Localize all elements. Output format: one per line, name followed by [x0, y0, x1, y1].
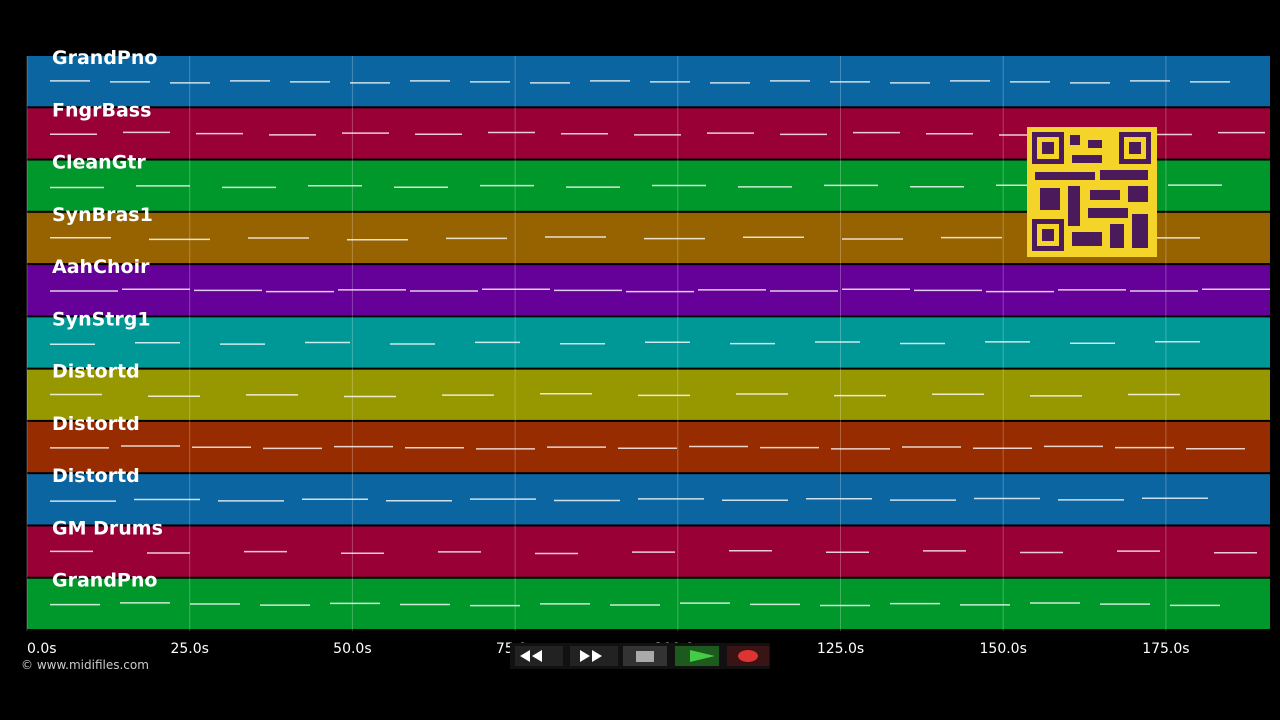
play-button[interactable]	[675, 646, 719, 666]
time-tick-label: 175.0s	[1142, 641, 1189, 657]
record-button[interactable]	[727, 646, 769, 666]
time-tick-label: 25.0s	[170, 641, 208, 657]
rewind-button[interactable]	[515, 646, 563, 666]
time-tick-label: 50.0s	[333, 641, 371, 657]
tracks	[27, 56, 1270, 629]
track-row	[27, 56, 1270, 107]
stop-button[interactable]	[623, 646, 667, 666]
copyright: © www.midifiles.com	[21, 658, 149, 672]
track-label: GM Drums	[52, 517, 163, 539]
track-label: SynStrg1	[52, 308, 151, 330]
forward-button[interactable]	[570, 646, 618, 666]
track-label: CleanGtr	[52, 152, 146, 174]
track-labels: GrandPno FngrBass CleanGtr SynBras1 AahChoir…	[52, 47, 163, 592]
track-label: Distortd	[52, 413, 140, 435]
track-label: FngrBass	[52, 99, 151, 121]
track-label: GrandPno	[52, 570, 157, 592]
track-label: Distortd	[52, 361, 140, 383]
track-label: Distortd	[52, 465, 140, 487]
time-tick-label: 150.0s	[980, 641, 1027, 657]
qr-code	[1027, 127, 1157, 257]
transport-controls	[510, 643, 770, 669]
track-label: SynBras1	[52, 204, 153, 226]
track-label: GrandPno	[52, 47, 157, 69]
track-label: AahChoir	[52, 256, 150, 278]
time-tick-label: 0.0s	[27, 641, 57, 657]
time-grid	[26, 56, 1167, 631]
time-tick-label: 125.0s	[817, 641, 864, 657]
